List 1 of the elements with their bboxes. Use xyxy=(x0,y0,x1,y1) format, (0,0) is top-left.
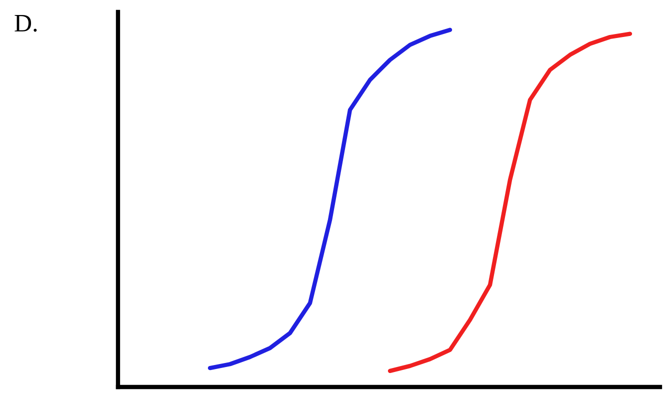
text: D. xyxy=(14,14,37,32)
